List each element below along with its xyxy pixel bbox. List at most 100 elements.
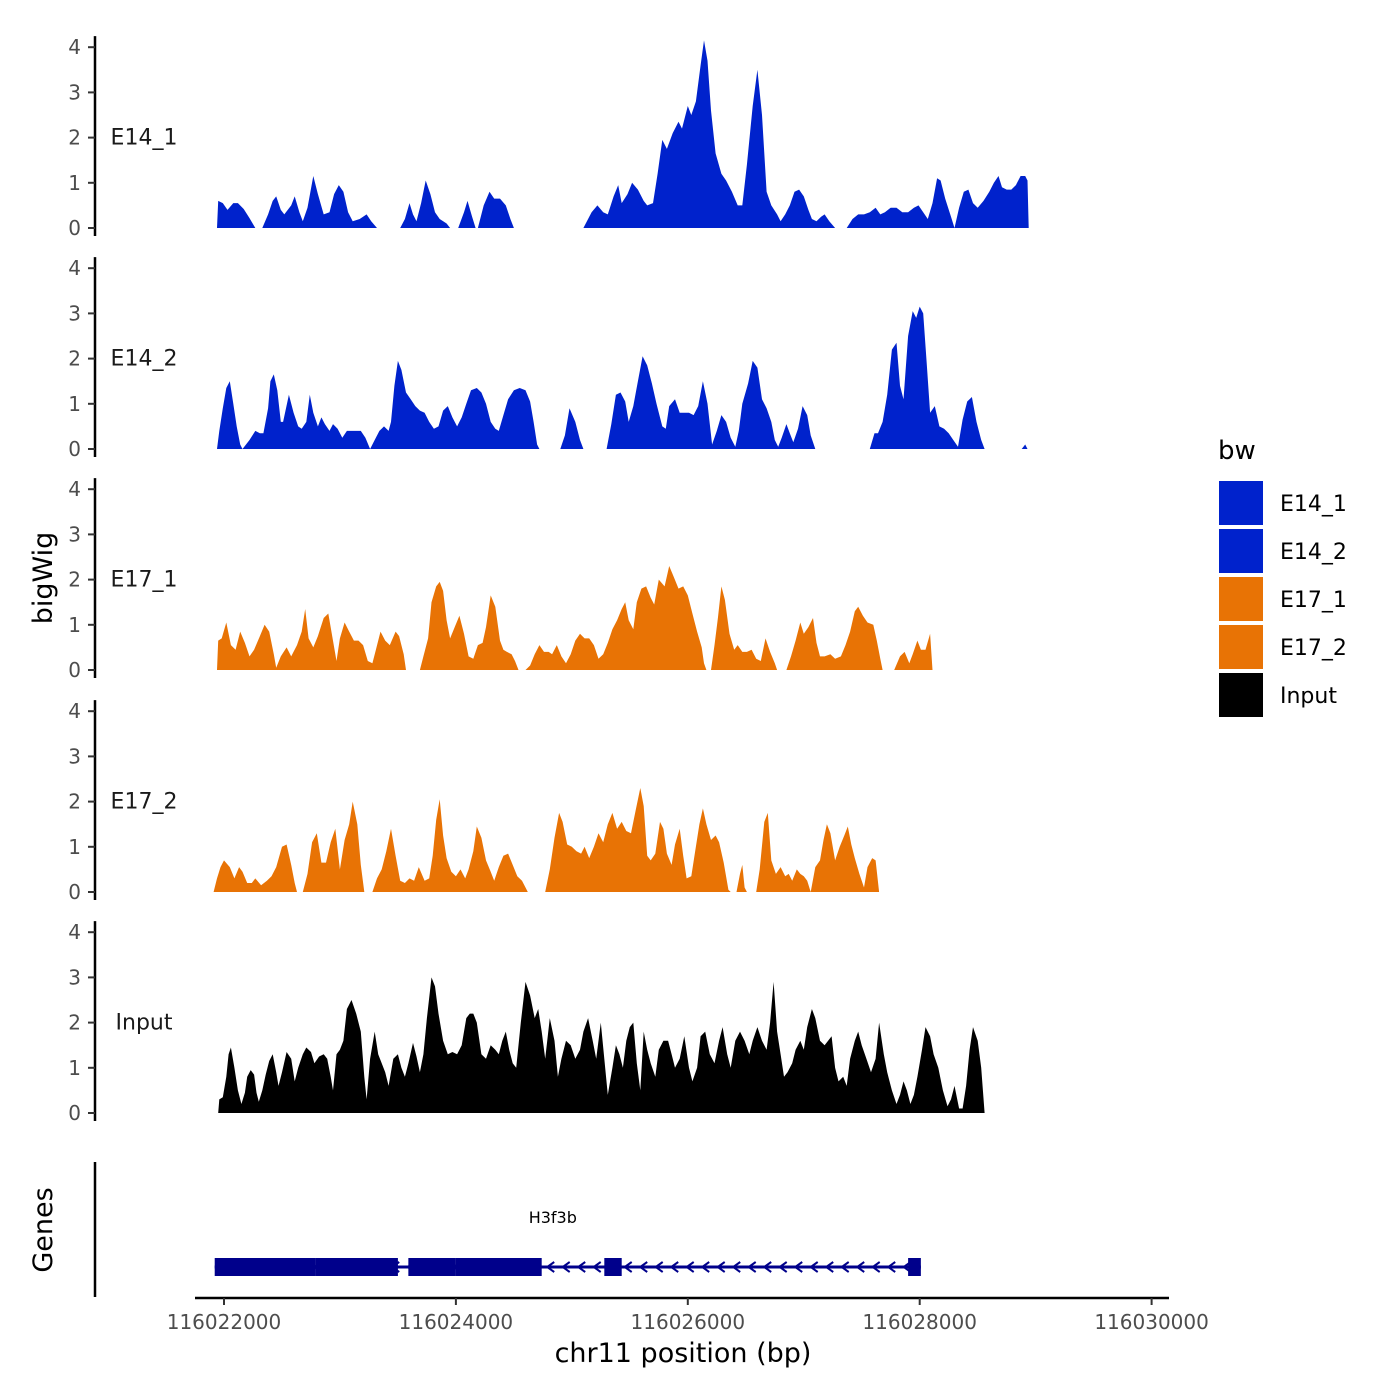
y-tick-label-E14_2-1: 1 (68, 392, 81, 416)
y-tick-label-Input-4: 4 (68, 920, 81, 944)
y-tick-label-E17_2-3: 3 (68, 744, 81, 768)
tracks-layer: 0 1 2 3 4 E14_1 0 1 2 3 4 E14_2 0 1 2 3 4 E17_1 0 1 2 3 4 E17_2… (68, 35, 1029, 1125)
y-tick-label-E14_1-0: 0 (68, 216, 81, 240)
track-label-E14_2: E14_2 (111, 347, 178, 372)
y-tick-label-Input-0: 0 (68, 1101, 81, 1125)
track-label-E17_1: E17_1 (111, 568, 178, 593)
signal-area-E14_2-2 (606, 356, 816, 449)
signal-area-E17_1-1 (419, 581, 519, 670)
track-label-Input: Input (116, 1011, 173, 1036)
genes-track-title: Genes (28, 1187, 59, 1272)
strand-arrow-35 (762, 1261, 772, 1273)
exon-4 (604, 1258, 622, 1276)
strand-arrow-26 (622, 1261, 633, 1273)
y-tick-label-E14_1-2: 2 (68, 126, 81, 150)
track-E17_1: 0 1 2 3 4 E17_1 (68, 477, 933, 682)
legend-label-E14_1: E14_1 (1280, 492, 1347, 517)
strand-arrow-32 (715, 1261, 726, 1273)
y-tick-label-E17_2-1: 1 (68, 835, 81, 859)
exon-1 (315, 1258, 398, 1276)
signal-area-E17_1-0 (217, 609, 406, 670)
legend-key-E17_2 (1219, 625, 1263, 669)
signal-area-E17_1-5 (894, 633, 933, 670)
track-E17_2: 0 1 2 3 4 E17_2 (68, 699, 880, 904)
legend: bw E14_1 E14_2 E17_1 E17_2 Input (1218, 436, 1347, 717)
strand-arrow-42 (870, 1261, 881, 1273)
y-tick-label-Input-3: 3 (68, 965, 81, 989)
signal-area-E14_1-4 (477, 191, 514, 228)
exon-2 (408, 1258, 456, 1276)
strand-arrow-36 (777, 1261, 788, 1273)
y-tick-label-E17_2-2: 2 (68, 790, 81, 814)
strand-arrow-29 (669, 1261, 679, 1273)
exon-5 (908, 1258, 921, 1276)
signal-area-E14_1-6 (846, 176, 1029, 228)
y-tick-label-E14_1-4: 4 (68, 35, 81, 59)
signal-area-E17_2-4 (736, 864, 747, 892)
strand-arrow-22 (560, 1261, 571, 1273)
genes-track (93, 1162, 921, 1297)
strand-arrow-39 (824, 1261, 834, 1273)
signal-area-E14_1-2 (400, 180, 451, 228)
gene-name-label: H3f3b (529, 1208, 577, 1227)
y-tick-label-E14_2-0: 0 (68, 437, 81, 461)
signal-area-Input-0 (218, 977, 985, 1113)
strand-arrow-33 (731, 1261, 741, 1273)
y-tick-label-E14_2-3: 3 (68, 301, 81, 325)
x-axis-title: chr11 position (bp) (555, 1338, 812, 1369)
track-E14_2: 0 1 2 3 4 E14_2 (68, 256, 1028, 461)
y-tick-label-E17_1-0: 0 (68, 658, 81, 682)
y-tick-label-E17_1-3: 3 (68, 522, 81, 546)
signal-area-E17_2-0 (213, 844, 297, 892)
legend-label-E14_2: E14_2 (1280, 540, 1347, 565)
x-axis: 116022000 116024000 116026000 116028000 1160… (167, 1296, 1209, 1334)
track-label-E17_2: E17_2 (111, 790, 178, 815)
legend-key-Input (1219, 673, 1263, 717)
signal-area-E14_1-0 (217, 200, 256, 228)
legend-label-E17_2: E17_2 (1280, 636, 1347, 661)
strand-arrow-34 (746, 1261, 757, 1273)
y-tick-label-E17_2-0: 0 (68, 880, 81, 904)
x-tick-label-1: 116024000 (399, 1310, 514, 1334)
y-tick-label-E14_1-3: 3 (68, 80, 81, 104)
track-Input: 0 1 2 3 4 Input (68, 920, 985, 1125)
strand-arrow-24 (591, 1261, 602, 1273)
legend-key-E14_2 (1219, 529, 1263, 573)
legend-label-Input: Input (1280, 684, 1337, 709)
signal-area-E17_2-5 (756, 812, 880, 892)
signal-area-E14_2-4 (1021, 444, 1028, 449)
strand-arrow-40 (839, 1261, 850, 1273)
signal-area-E17_2-1 (302, 801, 365, 892)
signal-area-E14_1-3 (458, 200, 476, 228)
strand-arrow-41 (855, 1261, 865, 1273)
y-tick-label-E14_2-4: 4 (68, 256, 81, 280)
signal-area-E17_1-3 (711, 586, 778, 670)
strand-arrow-43 (886, 1261, 896, 1273)
legend-key-E17_1 (1219, 577, 1263, 621)
strand-arrow-21 (545, 1261, 555, 1273)
y-axis-title: bigWig (28, 532, 59, 625)
y-tick-label-E17_1-1: 1 (68, 613, 81, 637)
y-tick-label-E14_1-1: 1 (68, 171, 81, 195)
strand-arrow-27 (638, 1261, 648, 1273)
y-tick-label-E17_1-2: 2 (68, 568, 81, 592)
strand-arrow-38 (808, 1261, 819, 1273)
strand-arrow-30 (684, 1261, 695, 1273)
y-tick-label-E14_2-2: 2 (68, 347, 81, 371)
signal-area-E14_2-0 (217, 360, 540, 449)
legend-label-E17_1: E17_1 (1280, 588, 1347, 613)
strand-arrow-23 (576, 1261, 586, 1273)
x-tick-label-0: 116022000 (167, 1310, 282, 1334)
y-tick-label-Input-2: 2 (68, 1011, 81, 1035)
strand-arrow-37 (793, 1261, 803, 1273)
y-tick-label-E17_1-4: 4 (68, 477, 81, 501)
y-tick-label-Input-1: 1 (68, 1056, 81, 1080)
strand-arrow-28 (653, 1261, 664, 1273)
exon-0 (214, 1258, 316, 1276)
track-label-E14_1: E14_1 (111, 126, 178, 151)
track-E14_1: 0 1 2 3 4 E14_1 (68, 35, 1029, 240)
signal-area-E17_2-2 (372, 799, 528, 892)
x-tick-label-4: 116030000 (1094, 1310, 1209, 1334)
signal-area-E17_1-4 (786, 606, 883, 670)
